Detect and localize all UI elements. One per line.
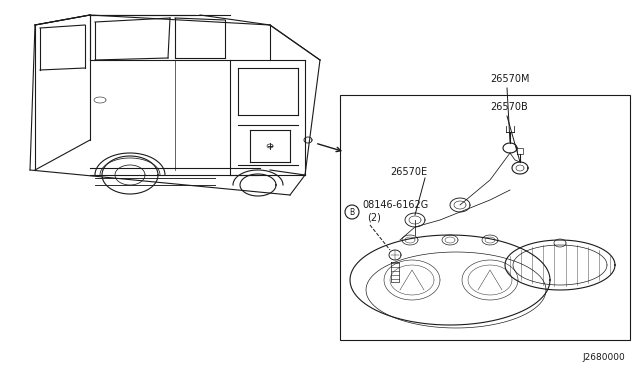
Text: J2680000: J2680000 — [582, 353, 625, 362]
Text: B: B — [349, 208, 355, 217]
Text: 26570M: 26570M — [490, 74, 529, 84]
Text: 26570E: 26570E — [390, 167, 427, 177]
Bar — [340, 95, 630, 340]
Text: 08146-6162G: 08146-6162G — [362, 200, 428, 210]
Text: 26570B: 26570B — [490, 102, 528, 112]
Text: (2): (2) — [367, 212, 381, 222]
